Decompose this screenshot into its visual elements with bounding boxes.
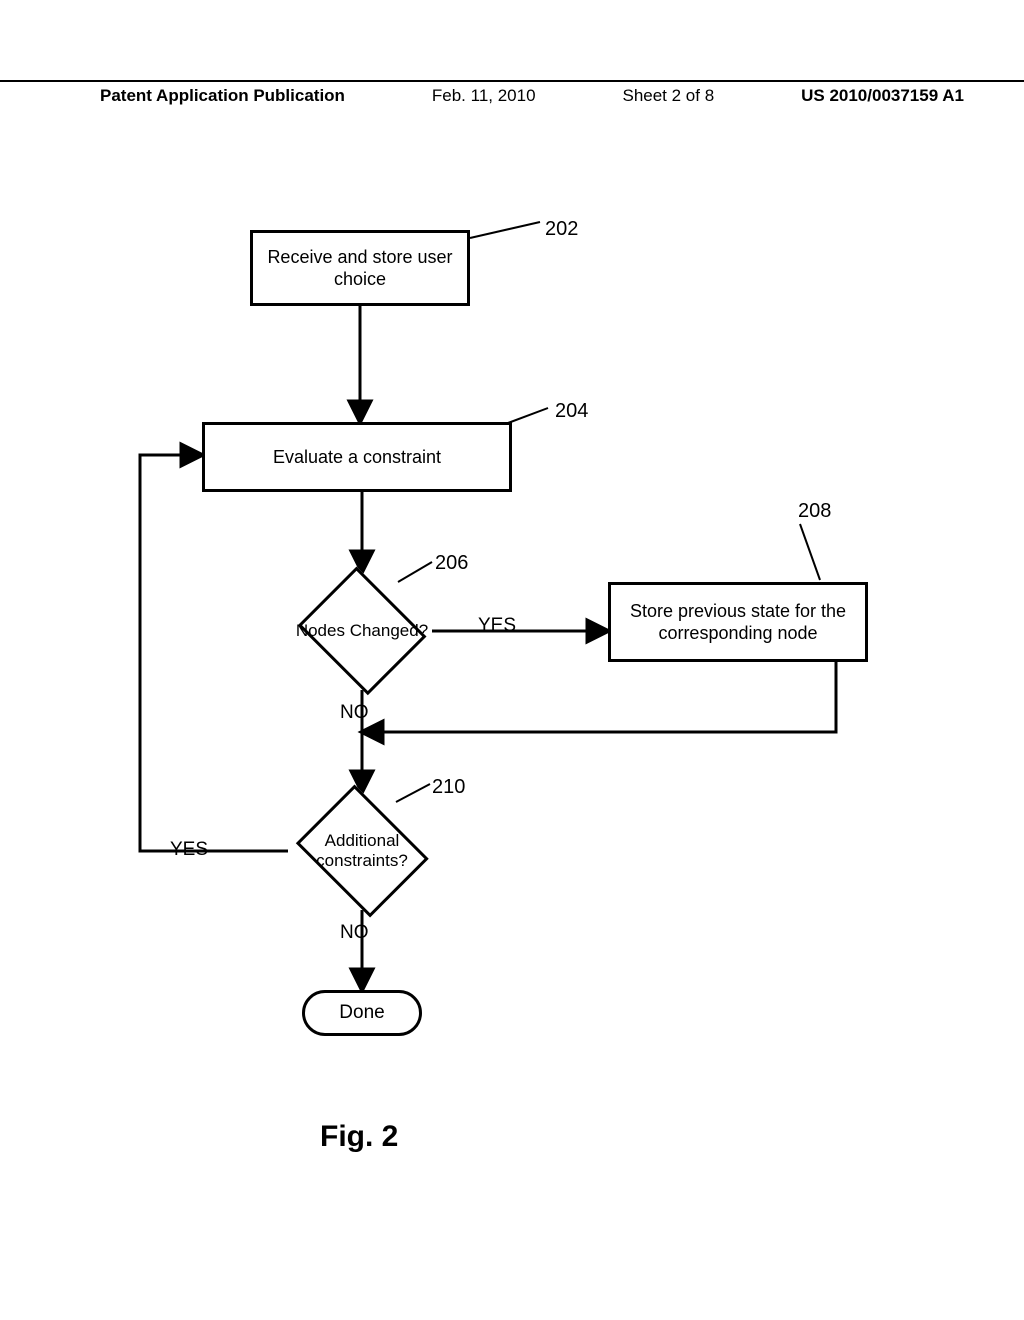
edge-label-no-210: NO (340, 922, 369, 944)
figure-caption: Fig. 2 (320, 1120, 398, 1154)
lead-line-n208 (800, 524, 820, 580)
process-store-previous-state: Store previous state for the correspondi… (608, 582, 868, 662)
lead-line-n202 (470, 222, 540, 238)
process-label: Evaluate a constraint (273, 446, 441, 469)
e-208-return (362, 662, 836, 732)
edge-label-yes-206: YES (478, 615, 516, 637)
flowchart-edges (0, 0, 1024, 1320)
ref-204: 204 (555, 400, 588, 423)
terminator-label: Done (339, 1002, 384, 1024)
flowchart-canvas: Receive and store user choice 202 Evalua… (0, 0, 1024, 1320)
decision-label: Nodes Changed? (292, 572, 432, 690)
edge-label-no-206: NO (340, 702, 369, 724)
process-label: Receive and store user choice (263, 246, 457, 291)
e-210-loop (140, 455, 288, 851)
decision-additional-constraints: Additional constraints? (288, 792, 436, 910)
decision-nodes-changed: Nodes Changed? (292, 572, 432, 690)
process-evaluate-constraint: Evaluate a constraint (202, 422, 512, 492)
ref-210: 210 (432, 776, 465, 799)
ref-206: 206 (435, 552, 468, 575)
terminator-done: Done (302, 990, 422, 1036)
edge-label-yes-210: YES (170, 839, 208, 861)
decision-label: Additional constraints? (288, 792, 436, 910)
process-label: Store previous state for the correspondi… (621, 600, 855, 645)
ref-202: 202 (545, 218, 578, 241)
page: Patent Application Publication Feb. 11, … (0, 0, 1024, 1320)
ref-208: 208 (798, 500, 831, 523)
process-receive-store-user-choice: Receive and store user choice (250, 230, 470, 306)
